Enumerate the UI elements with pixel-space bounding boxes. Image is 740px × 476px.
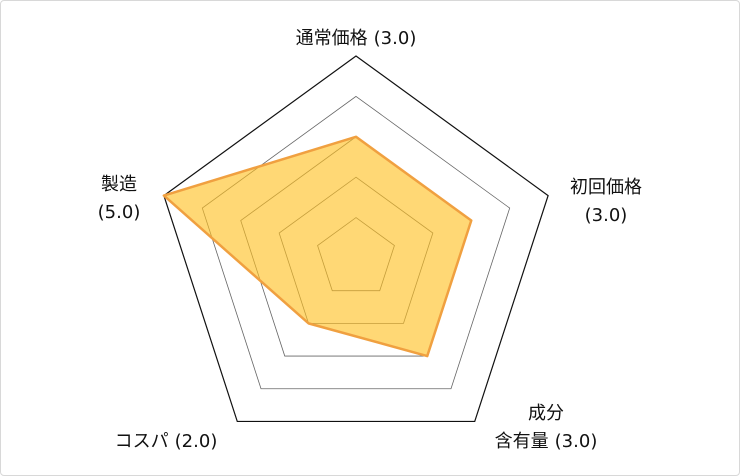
category-name: 成分 含有量 bbox=[494, 403, 564, 452]
value-label: (3.0) bbox=[554, 431, 598, 452]
axis-label: 通常価格 (3.0) bbox=[296, 25, 417, 53]
axis-label: コスパ (2.0) bbox=[115, 428, 218, 456]
axis-label: 製造 (5.0) bbox=[98, 171, 141, 227]
value-label: (3.0) bbox=[584, 205, 628, 226]
grid-ring bbox=[163, 55, 549, 423]
category-name: 製造 bbox=[100, 174, 137, 195]
data-area bbox=[162, 135, 473, 358]
category-name: 通常価格 bbox=[295, 28, 368, 49]
value-label: (3.0) bbox=[373, 28, 417, 49]
category-name: 初回価格 bbox=[570, 177, 642, 198]
axis-label: 初回価格 (3.0) bbox=[570, 174, 642, 230]
value-label: (5.0) bbox=[97, 202, 141, 223]
category-name: コスパ bbox=[114, 431, 169, 452]
axis-label: 成分 含有量 (3.0) bbox=[495, 400, 598, 456]
value-label: (2.0) bbox=[174, 431, 218, 452]
